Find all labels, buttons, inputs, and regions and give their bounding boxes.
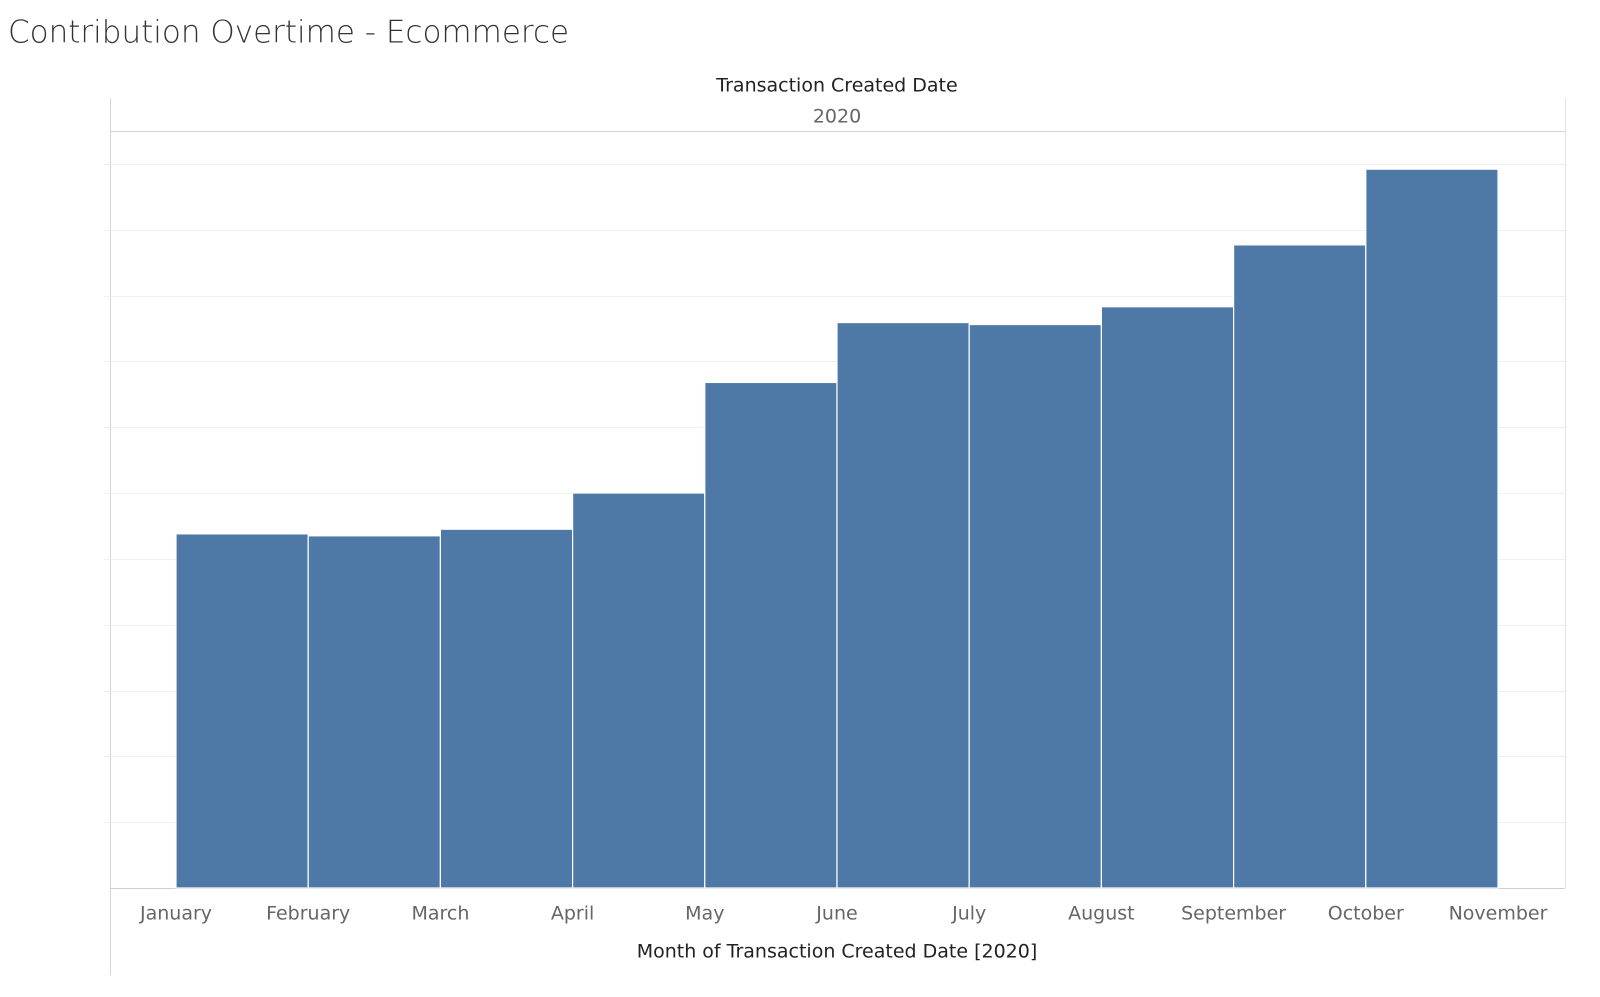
x-axis-title: Month of Transaction Created Date [2020]: [637, 941, 1038, 963]
bar: [175, 533, 309, 889]
x-tick-label: October: [1328, 903, 1404, 925]
x-tick-label: January: [139, 903, 212, 925]
bar: [968, 323, 1103, 889]
chart-title: Contribution Overtime - Ecommerce: [8, 15, 569, 51]
x-tick-label: June: [815, 903, 857, 925]
x-tick-label: March: [411, 903, 469, 925]
x-tick-label: February: [266, 903, 350, 925]
column-header-title: Transaction Created Date: [715, 75, 957, 97]
x-tick-label: September: [1181, 903, 1286, 925]
column-header: 2020: [813, 106, 861, 128]
x-tick-label: August: [1068, 903, 1135, 925]
bar: [571, 492, 706, 889]
bars: [175, 168, 1499, 889]
bar: [1365, 168, 1499, 889]
x-tick-label: November: [1449, 903, 1548, 925]
x-axis: January February March April May June July Augu…: [139, 903, 1548, 925]
bar: [439, 528, 574, 889]
bar: [704, 381, 838, 889]
x-tick-label: April: [551, 903, 594, 925]
x-tick-label: May: [685, 903, 724, 925]
bar: [307, 535, 442, 889]
x-tick-label: July: [951, 903, 986, 925]
bar: [836, 321, 970, 889]
bar: [1100, 306, 1235, 889]
bar: [1232, 244, 1367, 889]
